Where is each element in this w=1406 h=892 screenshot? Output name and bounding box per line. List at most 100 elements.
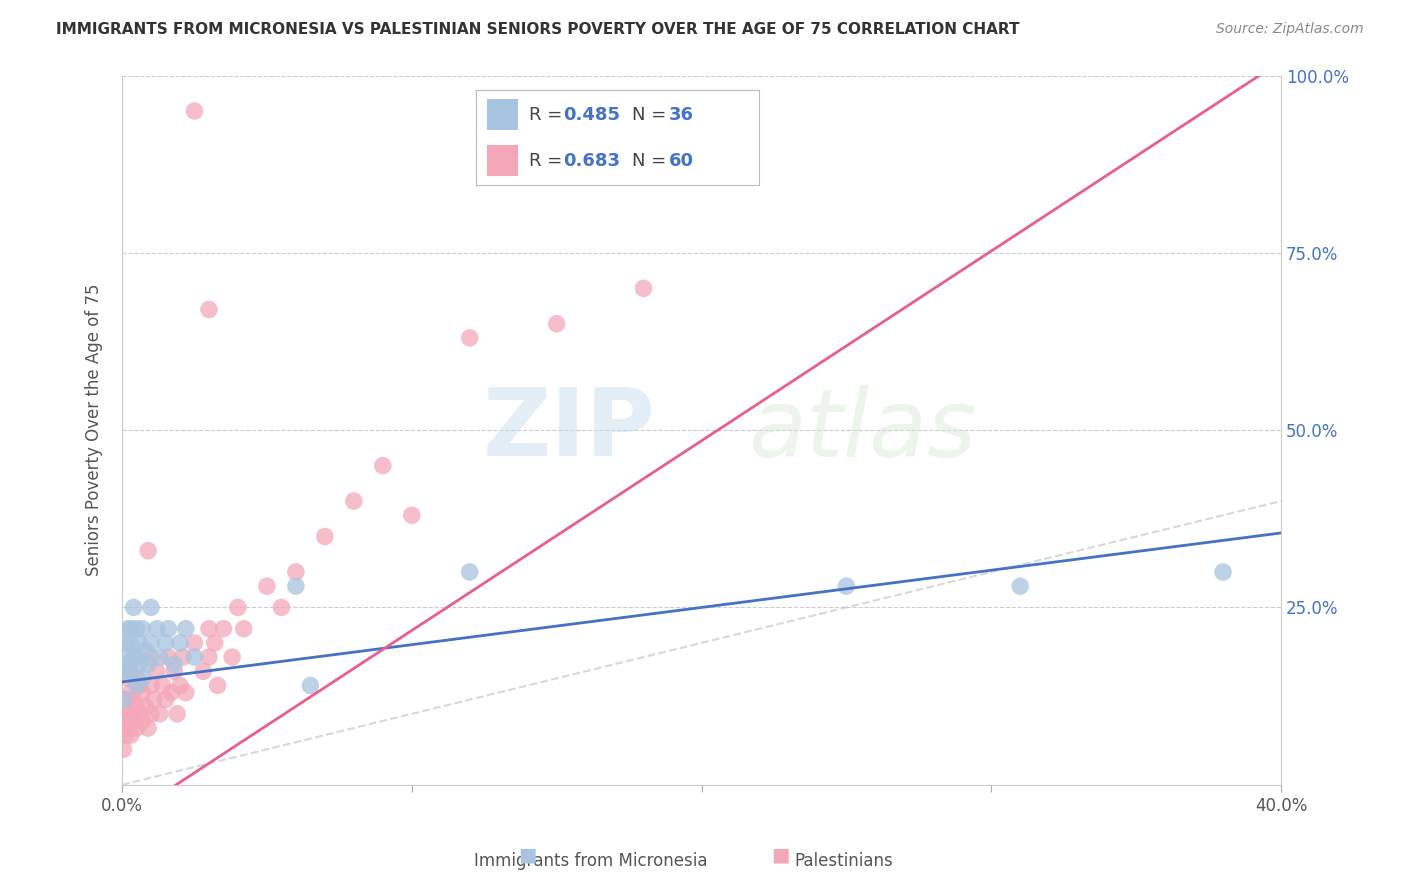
Point	[169, 636, 191, 650]
Point	[139, 678, 162, 692]
Point	[128, 678, 150, 692]
Point	[212, 622, 235, 636]
Point	[128, 636, 150, 650]
Point	[314, 529, 336, 543]
Point	[458, 331, 481, 345]
Point	[122, 714, 145, 728]
Point	[139, 636, 162, 650]
Point	[284, 565, 307, 579]
Point	[114, 665, 136, 679]
Point	[163, 665, 186, 679]
Point	[125, 678, 148, 692]
Point	[146, 665, 169, 679]
Point	[120, 636, 142, 650]
Point	[117, 622, 139, 636]
Text: ZIP: ZIP	[482, 384, 655, 476]
Point	[169, 678, 191, 692]
Point	[198, 302, 221, 317]
Point	[146, 622, 169, 636]
Point	[120, 622, 142, 636]
Point	[299, 678, 322, 692]
Point	[174, 685, 197, 699]
Point	[152, 678, 174, 692]
Point	[284, 579, 307, 593]
Text: ■: ■	[770, 846, 790, 864]
Point	[120, 706, 142, 721]
Point	[198, 622, 221, 636]
Point	[157, 622, 180, 636]
Point	[270, 600, 292, 615]
Text: IMMIGRANTS FROM MICRONESIA VS PALESTINIAN SENIORS POVERTY OVER THE AGE OF 75 COR: IMMIGRANTS FROM MICRONESIA VS PALESTINIA…	[56, 22, 1019, 37]
Point	[155, 692, 177, 706]
Point	[183, 650, 205, 665]
Point	[207, 678, 229, 692]
Point	[142, 692, 165, 706]
Point	[122, 650, 145, 665]
Point	[120, 685, 142, 699]
Point	[343, 494, 366, 508]
Point	[112, 692, 135, 706]
Point	[134, 699, 156, 714]
Point	[1212, 565, 1234, 579]
Point	[128, 657, 150, 672]
Text: Palestinians: Palestinians	[794, 852, 893, 870]
Point	[114, 636, 136, 650]
Point	[546, 317, 568, 331]
Point	[256, 579, 278, 593]
Point	[139, 706, 162, 721]
Point	[155, 636, 177, 650]
Point	[136, 543, 159, 558]
Point	[221, 650, 243, 665]
Point	[163, 657, 186, 672]
Point	[120, 665, 142, 679]
Point	[122, 692, 145, 706]
Point	[183, 103, 205, 118]
Point	[835, 579, 858, 593]
Point	[226, 600, 249, 615]
Point	[160, 685, 183, 699]
Point	[125, 672, 148, 686]
Point	[112, 721, 135, 735]
Point	[112, 742, 135, 756]
Point	[149, 650, 172, 665]
Point	[131, 672, 153, 686]
Point	[174, 622, 197, 636]
Point	[131, 685, 153, 699]
Point	[204, 636, 226, 650]
Text: atlas: atlas	[748, 384, 976, 475]
Point	[458, 565, 481, 579]
Point	[183, 636, 205, 650]
Point	[117, 657, 139, 672]
Point	[115, 692, 138, 706]
Point	[114, 728, 136, 742]
Point	[117, 706, 139, 721]
Point	[136, 657, 159, 672]
Point	[120, 728, 142, 742]
Text: Immigrants from Micronesia: Immigrants from Micronesia	[474, 852, 707, 870]
Text: ■: ■	[517, 846, 537, 864]
Point	[193, 665, 215, 679]
Point	[115, 650, 138, 665]
Y-axis label: Seniors Poverty Over the Age of 75: Seniors Poverty Over the Age of 75	[86, 284, 103, 576]
Point	[371, 458, 394, 473]
Point	[1010, 579, 1032, 593]
Point	[136, 721, 159, 735]
Text: Source: ZipAtlas.com: Source: ZipAtlas.com	[1216, 22, 1364, 37]
Point	[198, 650, 221, 665]
Point	[166, 706, 188, 721]
Point	[125, 622, 148, 636]
Point	[125, 721, 148, 735]
Point	[128, 706, 150, 721]
Point	[117, 721, 139, 735]
Point	[114, 706, 136, 721]
Point	[139, 600, 162, 615]
Point	[172, 650, 194, 665]
Point	[134, 643, 156, 657]
Point	[131, 622, 153, 636]
Point	[131, 714, 153, 728]
Point	[633, 281, 655, 295]
Point	[401, 508, 423, 523]
Point	[125, 699, 148, 714]
Point	[117, 672, 139, 686]
Point	[139, 650, 162, 665]
